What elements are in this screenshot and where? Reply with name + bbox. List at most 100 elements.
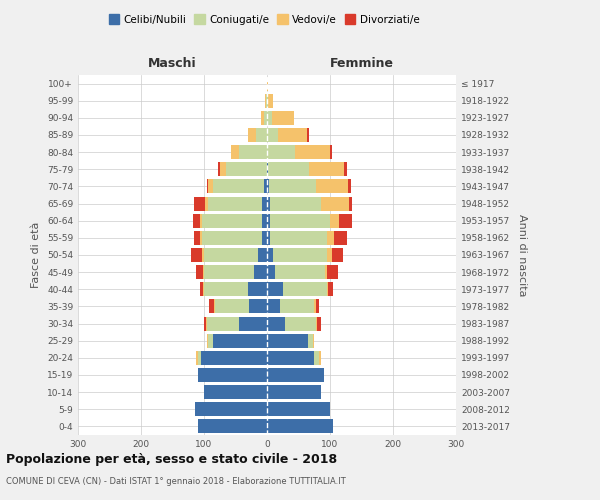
Bar <box>267 180 269 194</box>
Bar <box>319 351 320 365</box>
Bar <box>198 368 267 382</box>
Bar <box>239 145 267 159</box>
Bar <box>267 282 283 296</box>
Text: Maschi: Maschi <box>148 57 197 70</box>
Bar <box>204 248 257 262</box>
Bar <box>330 214 340 228</box>
Bar <box>239 316 267 330</box>
Bar <box>204 385 267 399</box>
Bar <box>267 420 333 434</box>
Bar <box>267 248 274 262</box>
Bar <box>267 300 280 314</box>
Bar <box>196 351 198 365</box>
Bar <box>267 162 268 176</box>
Bar <box>248 128 256 142</box>
Bar <box>200 282 203 296</box>
Bar <box>267 111 272 125</box>
Bar <box>231 145 239 159</box>
Bar <box>267 145 295 159</box>
Bar <box>283 282 327 296</box>
Bar <box>257 248 267 262</box>
Bar <box>267 76 268 90</box>
Bar <box>267 128 278 142</box>
Bar <box>308 334 313 347</box>
Bar <box>267 368 324 382</box>
Bar <box>275 265 325 279</box>
Bar <box>267 196 270 210</box>
Bar <box>267 316 284 330</box>
Bar <box>214 300 215 314</box>
Bar <box>194 231 200 245</box>
Bar <box>207 316 239 330</box>
Bar <box>295 145 330 159</box>
Bar <box>209 300 214 314</box>
Bar <box>347 180 351 194</box>
Y-axis label: Fasce di età: Fasce di età <box>31 222 41 288</box>
Bar <box>267 385 320 399</box>
Bar <box>261 111 264 125</box>
Bar <box>272 111 294 125</box>
Bar <box>194 402 267 416</box>
Bar <box>218 162 220 176</box>
Bar <box>191 248 202 262</box>
Bar <box>204 316 206 330</box>
Bar <box>203 265 204 279</box>
Bar <box>262 214 267 228</box>
Text: COMUNE DI CEVA (CN) - Dati ISTAT 1° gennaio 2018 - Elaborazione TUTTITALIA.IT: COMUNE DI CEVA (CN) - Dati ISTAT 1° genn… <box>6 478 346 486</box>
Bar <box>269 180 316 194</box>
Bar <box>314 300 316 314</box>
Bar <box>198 420 267 434</box>
Text: Femmine: Femmine <box>329 57 394 70</box>
Bar <box>193 214 200 228</box>
Bar <box>309 162 344 176</box>
Bar <box>314 351 319 365</box>
Bar <box>262 231 267 245</box>
Bar <box>220 162 226 176</box>
Bar <box>200 231 202 245</box>
Bar <box>265 94 266 108</box>
Bar <box>214 180 264 194</box>
Bar <box>208 180 214 194</box>
Bar <box>307 128 308 142</box>
Bar <box>284 316 316 330</box>
Bar <box>340 214 352 228</box>
Bar <box>202 231 262 245</box>
Bar <box>208 334 214 347</box>
Bar <box>316 316 317 330</box>
Bar <box>254 265 267 279</box>
Bar <box>327 265 338 279</box>
Bar <box>268 94 274 108</box>
Bar <box>270 196 320 210</box>
Bar <box>248 282 267 296</box>
Bar <box>266 94 267 108</box>
Y-axis label: Anni di nascita: Anni di nascita <box>517 214 527 296</box>
Bar <box>202 214 262 228</box>
Bar <box>200 214 202 228</box>
Bar <box>334 231 347 245</box>
Bar <box>205 196 208 210</box>
Bar <box>214 334 267 347</box>
Bar <box>204 282 248 296</box>
Bar <box>327 282 328 296</box>
Bar <box>325 265 327 279</box>
Bar <box>332 248 343 262</box>
Bar <box>208 196 262 210</box>
Bar <box>196 265 203 279</box>
Bar <box>317 316 320 330</box>
Bar <box>202 248 204 262</box>
Bar <box>203 282 204 296</box>
Bar <box>256 128 267 142</box>
Bar <box>327 248 332 262</box>
Bar <box>316 300 319 314</box>
Bar <box>267 334 308 347</box>
Bar <box>226 162 267 176</box>
Bar <box>206 316 207 330</box>
Bar <box>278 128 307 142</box>
Bar <box>201 351 267 365</box>
Bar <box>268 162 309 176</box>
Bar <box>267 94 268 108</box>
Bar <box>262 196 267 210</box>
Bar <box>250 300 267 314</box>
Bar <box>274 248 327 262</box>
Bar <box>267 231 270 245</box>
